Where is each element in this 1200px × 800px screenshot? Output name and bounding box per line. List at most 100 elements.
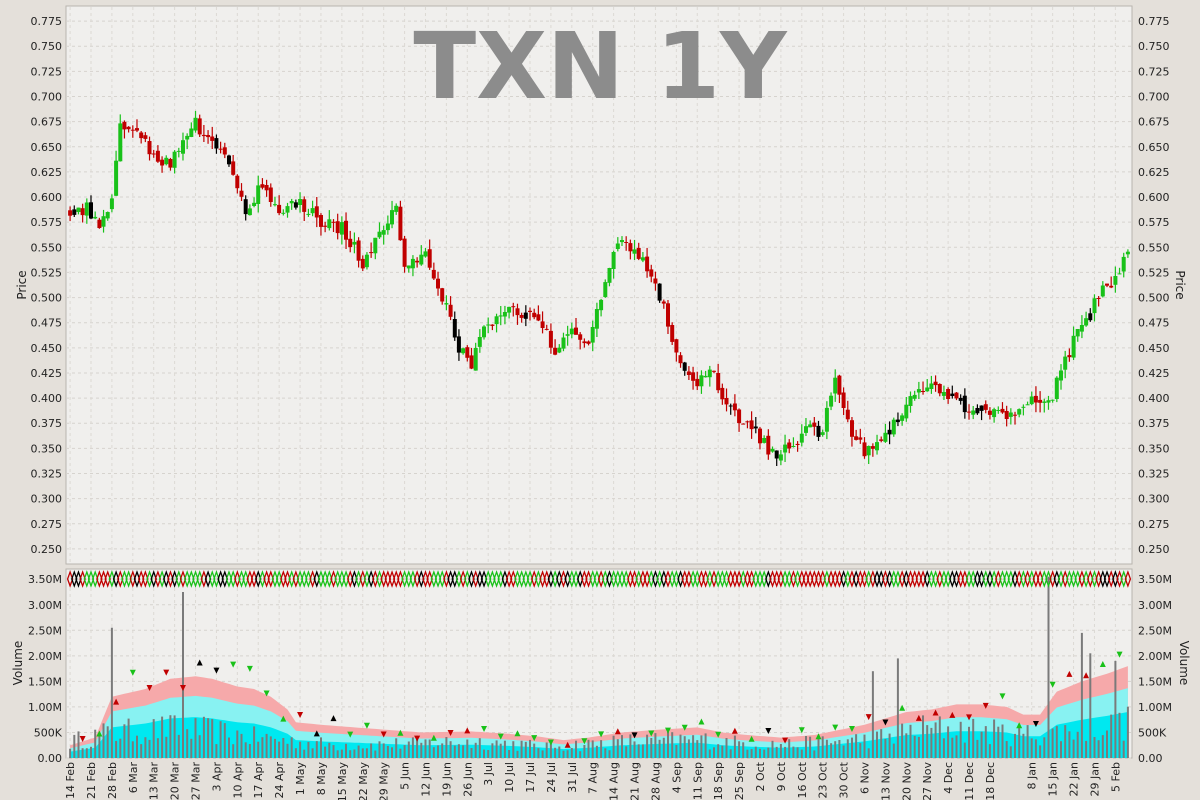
signal-mark — [409, 570, 417, 588]
candle-body — [126, 126, 131, 130]
signal-mark — [731, 570, 739, 588]
volume-marker — [330, 715, 337, 722]
candle-body — [227, 155, 231, 165]
volume-marker — [230, 661, 237, 668]
candle-body — [1075, 329, 1080, 337]
volume-bar — [1122, 740, 1125, 758]
candle-body — [394, 205, 399, 212]
volume-bar — [675, 745, 678, 758]
signal-mark — [1024, 570, 1031, 588]
candle-body — [866, 446, 871, 456]
candle-body — [812, 422, 817, 427]
signal-mark — [1003, 570, 1010, 588]
signal-mark — [648, 570, 655, 588]
volume-bar — [788, 739, 791, 758]
candle-body — [498, 315, 503, 317]
candle-body — [645, 256, 650, 272]
candle-body — [561, 337, 566, 349]
signal-mark — [961, 570, 969, 588]
candle-body — [929, 383, 934, 389]
volume-bar — [1110, 714, 1113, 758]
candle-body — [946, 389, 951, 399]
candle-body — [941, 392, 946, 396]
volume-bar — [207, 718, 210, 758]
candle-body — [992, 409, 997, 418]
volume-bar — [1005, 741, 1008, 758]
candle-body — [1063, 356, 1068, 370]
signal-mark — [886, 570, 893, 588]
volume-bar — [294, 748, 297, 758]
candle-body — [427, 249, 432, 268]
signal-mark — [485, 570, 492, 588]
signal-mark — [150, 570, 157, 588]
candle-body — [486, 324, 491, 326]
volume-bar — [725, 738, 728, 758]
candle-body — [950, 393, 955, 396]
volume-bar — [299, 741, 302, 758]
volume-marker — [96, 730, 103, 737]
volume-bar — [771, 740, 774, 758]
candle-body — [745, 421, 750, 423]
price-axis-label-right: Price — [1173, 270, 1187, 299]
candle-body — [185, 135, 190, 140]
volume-bar — [554, 747, 557, 758]
x-tick-label: 6 Nov — [859, 762, 872, 794]
volume-bar — [934, 722, 937, 758]
signal-mark — [334, 570, 341, 588]
volume-ticks-right: 0.00 500K 1.00M 1.50M 2.00M 2.50M 3.00M 3.50M — [1138, 573, 1172, 765]
volume-bar — [792, 746, 795, 758]
volume-ticks-left: 0.00 500K 1.00M 1.50M 2.00M 2.50M 3.00M 3.50M — [28, 573, 63, 765]
volume-bar — [236, 730, 239, 758]
candle-body — [962, 395, 967, 413]
signal-mark — [338, 570, 346, 588]
price-tick-label: 0.425 — [1138, 367, 1170, 380]
candle-body — [502, 312, 507, 317]
candle-body — [728, 405, 733, 407]
candle-body — [319, 215, 323, 227]
volume-bar — [483, 749, 485, 758]
signal-mark — [296, 570, 304, 588]
candle-body — [540, 321, 545, 328]
price-tick-label: 0.600 — [31, 191, 63, 204]
signal-mark — [267, 570, 274, 588]
price-tick-label: 0.300 — [1138, 493, 1170, 506]
signal-mark — [727, 570, 734, 588]
signal-mark — [125, 570, 132, 588]
x-tick-label: 15 May — [336, 762, 349, 800]
price-tick-label: 0.450 — [1138, 342, 1170, 355]
signal-mark — [953, 570, 960, 588]
volume-marker — [882, 719, 889, 726]
volume-bar — [587, 739, 590, 758]
signal-mark — [673, 570, 680, 588]
candle-body — [553, 347, 558, 355]
signal-mark — [305, 570, 312, 588]
candle-body — [841, 392, 846, 408]
volume-bar — [69, 748, 72, 758]
signal-mark — [869, 570, 877, 588]
volume-marker — [731, 727, 738, 734]
volume-bar — [416, 735, 419, 758]
candle-body — [406, 265, 411, 269]
volume-bar — [846, 739, 849, 758]
signal-mark — [117, 570, 124, 588]
x-tick-label: 20 Nov — [900, 762, 913, 800]
candle-body — [494, 316, 499, 325]
volume-marker — [681, 724, 688, 731]
x-tick-label: 17 Jul — [524, 762, 537, 793]
volume-bar — [1126, 706, 1129, 758]
x-tick-label: 13 Nov — [879, 762, 892, 800]
candle-body — [298, 199, 303, 205]
volume-bar — [345, 743, 347, 758]
volume-marker — [664, 727, 671, 734]
signal-mark — [539, 570, 546, 588]
volume-bar — [704, 733, 707, 758]
signal-mark — [229, 570, 237, 588]
candle-body — [373, 237, 378, 254]
candle-body — [699, 375, 704, 387]
candle-body — [586, 341, 591, 344]
volume-bar — [353, 749, 356, 758]
candle-body — [670, 325, 675, 342]
candle-body — [979, 405, 984, 411]
x-tick-label: 4 Sep — [670, 762, 683, 793]
volume-bar — [219, 721, 222, 758]
